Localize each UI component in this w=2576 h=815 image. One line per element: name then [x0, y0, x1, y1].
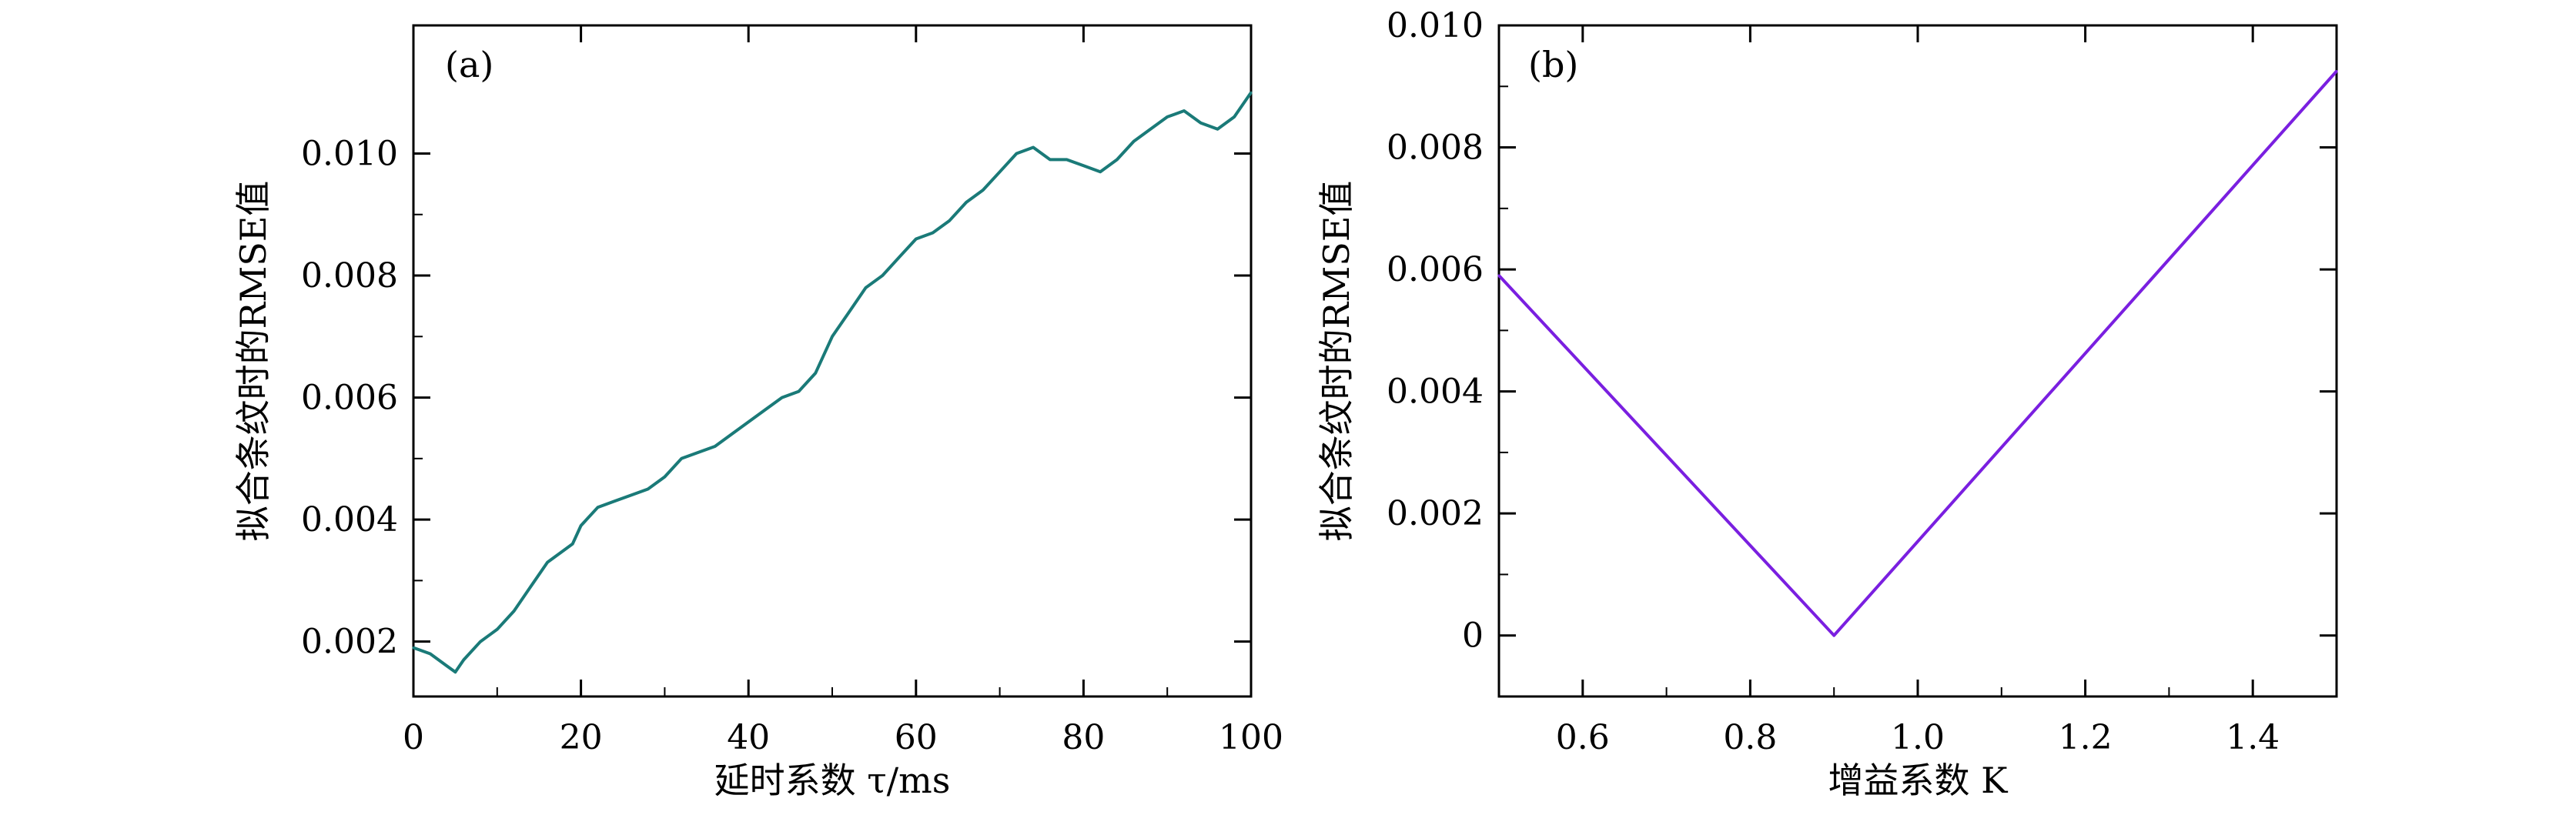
data-point: [596, 506, 599, 509]
x-axis-label: 增益系数 K: [1828, 760, 2009, 801]
data-point: [1066, 158, 1069, 161]
data-point: [1497, 274, 1500, 277]
x-tick-label: 80: [1062, 718, 1105, 757]
y-tick-label: 0.004: [1387, 372, 1484, 412]
data-point: [865, 286, 868, 289]
data-point: [663, 476, 666, 479]
data-point: [1166, 115, 1169, 119]
data-point: [1216, 128, 1219, 131]
y-axis-label: 拟合条纹时的RMSE值: [233, 181, 274, 542]
x-tick-label: 60: [895, 718, 938, 757]
chart-panel-a: 0 20 40 60 80 100 0.002 0.004 0.006 0.008 0.010 (a)…: [233, 24, 1283, 801]
data-point: [781, 396, 784, 399]
data-point: [1149, 128, 1152, 131]
data-point: [453, 670, 457, 673]
data-point: [563, 549, 566, 552]
series-line: [1497, 70, 2338, 637]
panel-label: (a): [445, 44, 493, 85]
y-tick-label: 0.006: [301, 379, 398, 418]
data-point: [1132, 140, 1136, 143]
x-tick-label: 1.2: [2059, 718, 2113, 757]
data-point: [814, 372, 817, 375]
data-point: [965, 201, 968, 204]
data-point: [1199, 122, 1203, 125]
y-tick-label: 0.002: [301, 623, 398, 662]
data-point: [462, 658, 465, 661]
data-point: [932, 232, 935, 235]
data-point: [613, 499, 616, 503]
data-point: [1832, 634, 1835, 637]
x-tick-label: 40: [727, 718, 770, 757]
data-point: [848, 311, 851, 314]
x-tick-label: 0: [403, 718, 424, 757]
data-point: [529, 585, 532, 588]
y-axis-label: 拟合条纹时的RMSE值: [1316, 181, 1357, 542]
data-point: [1183, 109, 1186, 112]
data-point: [1116, 158, 1119, 161]
data-point: [1250, 91, 1253, 94]
y-tick-label: 0: [1462, 616, 1484, 656]
data-point: [2335, 69, 2338, 72]
data-point: [647, 487, 650, 490]
x-tick-label: 20: [560, 718, 603, 757]
x-axis-label: 延时系数 τ/ms: [714, 760, 951, 801]
data-point: [680, 457, 683, 460]
x-tick-label: 0.8: [1723, 718, 1777, 757]
series-line: [413, 92, 1253, 674]
data-point: [1233, 115, 1236, 119]
data-point: [831, 335, 834, 338]
data-point: [730, 433, 733, 436]
x-tick-label: 0.6: [1556, 718, 1610, 757]
data-point: [496, 628, 499, 631]
data-point: [982, 189, 985, 192]
y-tick-label: 0.008: [301, 256, 398, 296]
data-point: [797, 390, 800, 393]
data-point: [429, 653, 432, 656]
x-tick-label: 1.4: [2226, 718, 2280, 757]
data-point: [546, 561, 549, 564]
data-point: [571, 543, 574, 546]
data-point: [881, 274, 884, 277]
x-tick-label: 1.0: [1891, 718, 1945, 757]
panel-label: (b): [1528, 44, 1578, 85]
data-point: [948, 219, 951, 222]
data-point: [513, 610, 516, 613]
x-tick-label: 100: [1219, 718, 1283, 757]
data-point: [697, 451, 700, 454]
data-point: [1015, 152, 1018, 155]
data-point: [898, 256, 901, 259]
y-tick-label: 0.004: [301, 500, 398, 539]
data-point: [714, 445, 717, 448]
data-point: [446, 664, 449, 667]
data-point: [999, 170, 1002, 173]
data-point: [764, 408, 767, 411]
data-point: [412, 646, 415, 650]
data-point: [1082, 164, 1085, 167]
chart-panel-b: 0.6 0.8 1.0 1.2 1.4 0 0.002 0.004 0.006 0.008 0.01…: [1316, 6, 2338, 801]
y-tick-label: 0.008: [1387, 129, 1484, 168]
plot-frame: [1497, 24, 2338, 698]
data-point: [747, 420, 750, 423]
plot-frame: [412, 24, 1253, 698]
y-tick-label: 0.010: [301, 134, 398, 173]
data-point: [1049, 158, 1052, 161]
data-point: [1032, 146, 1035, 149]
data-point: [479, 640, 482, 643]
data-point: [915, 237, 918, 240]
data-point: [580, 524, 583, 527]
data-point: [630, 493, 633, 496]
y-tick-label: 0.002: [1387, 494, 1484, 533]
y-tick-label: 0.006: [1387, 250, 1484, 289]
y-tick-label: 0.010: [1387, 6, 1484, 45]
data-point: [1099, 170, 1102, 173]
